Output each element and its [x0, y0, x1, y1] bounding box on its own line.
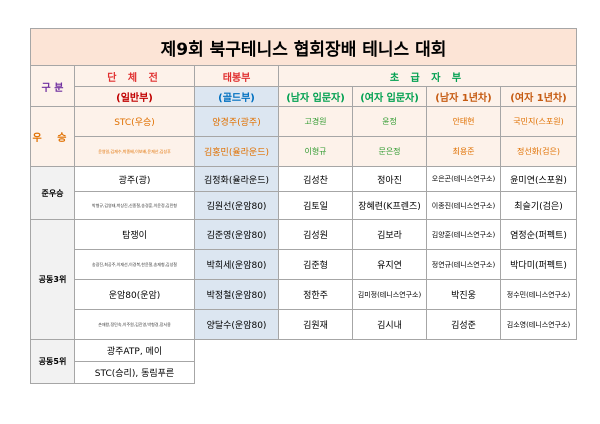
third-team-b: 운암80(운암): [74, 279, 195, 310]
third-gold-4: 양달수(운암80): [194, 309, 279, 340]
winner-male-1yr-a: 안태현: [426, 106, 501, 137]
winner-female-intro-b: 문은정: [352, 136, 427, 167]
third-gold-2: 박희세(운암80): [194, 249, 279, 280]
rank-label-winner: 우 승: [30, 106, 75, 167]
runner-up-female-1yr-a: 윤미연(스포원): [500, 166, 577, 192]
winner-team-members: 윤영일,김재수,박종배,이보배,윤재산,김성후: [74, 136, 195, 167]
runner-up-gold-a: 김정화(율라운드): [194, 166, 279, 192]
winner-male-intro-a: 고경원: [278, 106, 353, 137]
subheader-male-intro: (남자 입문자): [278, 86, 353, 107]
third-male-1yr-3: 박진웅: [426, 279, 501, 310]
runner-up-male-1yr-a: 오은곤(테니스연구소): [426, 166, 501, 192]
header-chogeup: 초 급 자 부: [278, 65, 577, 87]
third-male-1yr-2: 정연규(테니스연구소): [426, 249, 501, 280]
rank-label-runner-up: 준우승: [30, 166, 75, 220]
runner-up-female-1yr-b: 최슬기(검은): [500, 191, 577, 220]
results-sheet: 제9회 북구테니스 협회장배 테니스 대회 구 분 단 체 전 태봉부 초 급 …: [30, 28, 577, 384]
third-team-b-members: 손재왕,정민숙,이주원,김진영,박형경,장서용: [74, 309, 195, 340]
winner-gold-a: 양경주(광주): [194, 106, 279, 137]
fifth-teams-line2: STC(승리), 동림푸른: [74, 361, 195, 384]
runner-up-female-intro-a: 정아진: [352, 166, 427, 192]
subheader-female-intro: (여자 입문자): [352, 86, 427, 107]
results-table: 제9회 북구테니스 협회장배 테니스 대회 구 분 단 체 전 태봉부 초 급 …: [30, 28, 577, 384]
runner-up-male-intro-a: 김성찬: [278, 166, 353, 192]
third-team-a-members: 송광진,최공주,이재선,이경복,한윤철,송재형,김성철: [74, 249, 195, 280]
runner-up-male-intro-b: 김토일: [278, 191, 353, 220]
subheader-ilban: (일반부): [74, 86, 195, 107]
winner-female-intro-a: 윤정: [352, 106, 427, 137]
third-female-1yr-1: 염정순(퍼펙트): [500, 219, 577, 250]
runner-up-gold-b: 김원선(운암80): [194, 191, 279, 220]
runner-up-female-intro-b: 장혜련(K프렌즈): [352, 191, 427, 220]
header-gubun: 구 분: [30, 65, 75, 107]
rank-label-third: 공동3위: [30, 219, 75, 340]
subheader-male-1yr: (남자 1년차): [426, 86, 501, 107]
winner-female-1yr-a: 국민지(스포원): [500, 106, 577, 137]
winner-gold-b: 김홍민(율라운드): [194, 136, 279, 167]
subheader-female-1yr: (여자 1년차): [500, 86, 577, 107]
third-female-intro-2: 유지연: [352, 249, 427, 280]
third-female-intro-3: 김미정(테니스연구소): [352, 279, 427, 310]
page-title: 제9회 북구테니스 협회장배 테니스 대회: [30, 28, 577, 66]
third-female-1yr-2: 박다미(퍼펙트): [500, 249, 577, 280]
winner-male-1yr-b: 최용준: [426, 136, 501, 167]
third-male-1yr-1: 김양훈(테니스연구소): [426, 219, 501, 250]
third-female-intro-1: 김보라: [352, 219, 427, 250]
third-male-1yr-4: 김성준: [426, 309, 501, 340]
runner-up-team-members: 박형규,김영태,박상진,신종철,송경훈,이윤정,김민형: [74, 191, 195, 220]
third-female-1yr-3: 정수민(테니스연구소): [500, 279, 577, 310]
subheader-gold: (골드부): [194, 86, 279, 107]
winner-male-intro-b: 이형규: [278, 136, 353, 167]
third-male-intro-4: 김원재: [278, 309, 353, 340]
third-female-intro-4: 김시내: [352, 309, 427, 340]
third-male-intro-2: 김준형: [278, 249, 353, 280]
header-taebong: 태봉부: [194, 65, 279, 87]
rank-label-fifth: 공동5위: [30, 339, 75, 384]
third-team-a: 탐쟁이: [74, 219, 195, 250]
third-female-1yr-4: 김소영(테니스연구소): [500, 309, 577, 340]
third-male-intro-3: 정한주: [278, 279, 353, 310]
third-gold-3: 박정철(운암80): [194, 279, 279, 310]
fifth-teams-line1: 광주ATP, 메이: [74, 339, 195, 362]
third-gold-1: 김준영(운암80): [194, 219, 279, 250]
winner-team: STC(우승): [74, 106, 195, 137]
empty-area: [194, 339, 577, 384]
header-danche: 단 체 전: [74, 65, 195, 87]
runner-up-team: 광주(광): [74, 166, 195, 192]
winner-female-1yr-b: 정선화(검은): [500, 136, 577, 167]
runner-up-male-1yr-b: 이종진(테니스연구소): [426, 191, 501, 220]
third-male-intro-1: 김성원: [278, 219, 353, 250]
